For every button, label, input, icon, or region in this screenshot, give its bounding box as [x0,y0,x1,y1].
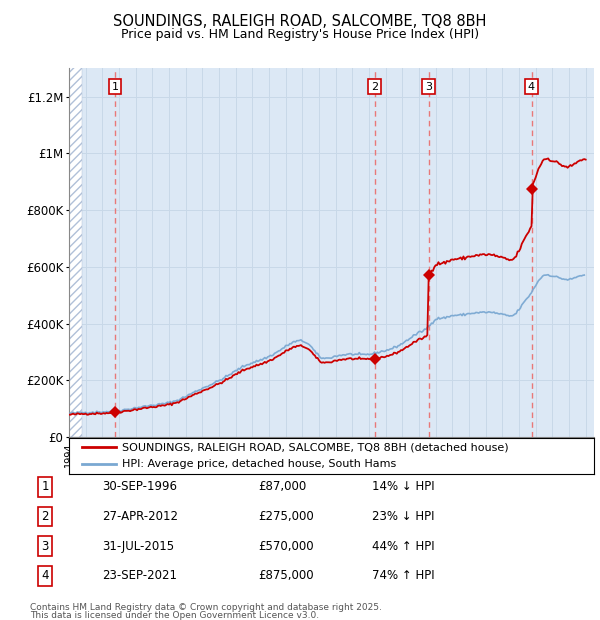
Text: 31-JUL-2015: 31-JUL-2015 [102,540,174,552]
Text: £87,000: £87,000 [258,480,306,493]
Text: HPI: Average price, detached house, South Hams: HPI: Average price, detached house, Sout… [121,459,396,469]
Text: 2: 2 [41,510,49,523]
Text: 23-SEP-2021: 23-SEP-2021 [102,570,177,582]
Text: £570,000: £570,000 [258,540,314,552]
Text: 30-SEP-1996: 30-SEP-1996 [102,480,177,493]
Text: 4: 4 [528,82,535,92]
Text: 14% ↓ HPI: 14% ↓ HPI [372,480,434,493]
Text: SOUNDINGS, RALEIGH ROAD, SALCOMBE, TQ8 8BH (detached house): SOUNDINGS, RALEIGH ROAD, SALCOMBE, TQ8 8… [121,442,508,453]
Text: Price paid vs. HM Land Registry's House Price Index (HPI): Price paid vs. HM Land Registry's House … [121,28,479,40]
Text: 2: 2 [371,82,378,92]
Text: 3: 3 [41,540,49,552]
Text: 44% ↑ HPI: 44% ↑ HPI [372,540,434,552]
Text: £875,000: £875,000 [258,570,314,582]
Text: 74% ↑ HPI: 74% ↑ HPI [372,570,434,582]
Text: £275,000: £275,000 [258,510,314,523]
Text: 3: 3 [425,82,432,92]
Text: 1: 1 [112,82,118,92]
Text: 4: 4 [41,570,49,582]
Text: 27-APR-2012: 27-APR-2012 [102,510,178,523]
Text: 23% ↓ HPI: 23% ↓ HPI [372,510,434,523]
Text: This data is licensed under the Open Government Licence v3.0.: This data is licensed under the Open Gov… [30,611,319,619]
Text: 1: 1 [41,480,49,493]
Text: Contains HM Land Registry data © Crown copyright and database right 2025.: Contains HM Land Registry data © Crown c… [30,603,382,612]
Text: SOUNDINGS, RALEIGH ROAD, SALCOMBE, TQ8 8BH: SOUNDINGS, RALEIGH ROAD, SALCOMBE, TQ8 8… [113,14,487,29]
